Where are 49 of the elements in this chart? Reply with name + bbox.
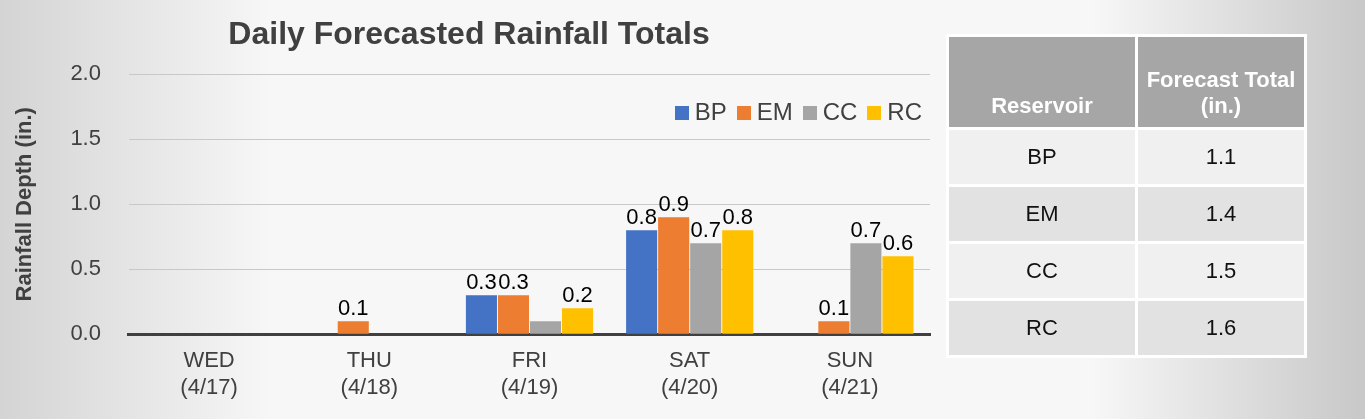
bar: [562, 308, 594, 334]
category-label: CC: [949, 244, 1135, 298]
category-label: BP: [949, 130, 1135, 184]
y-tick-label: 1.5: [70, 125, 101, 151]
data-label: 0.6: [882, 230, 914, 256]
bar: [465, 295, 497, 334]
x-tick-label: WED (4/17): [180, 347, 238, 399]
bar: [658, 217, 690, 334]
data-label: 0.7: [690, 217, 722, 243]
y-tick-label: 0.5: [70, 255, 101, 281]
x-tick-label: SAT (4/20): [660, 347, 719, 399]
data-label: 0.3: [498, 269, 529, 295]
data-label: 1.4: [1138, 187, 1304, 241]
data-label: 0.9: [658, 191, 689, 217]
text: Reservoir: [949, 37, 1135, 127]
category-label: EM: [949, 187, 1135, 241]
legend-label: BP: [693, 98, 727, 126]
legend-label: EM: [755, 98, 793, 126]
y-tick-label: 1.0: [70, 190, 101, 216]
bar: [882, 256, 914, 334]
x-tick-label: FRI (4/19): [500, 347, 559, 399]
data-label: 0.7: [850, 217, 882, 243]
bar: [626, 230, 658, 334]
category-label: RC: [949, 301, 1135, 355]
bar: [529, 321, 562, 334]
bar: [690, 243, 722, 334]
data-label: 0.1: [337, 295, 369, 321]
data-label: 0.8: [722, 204, 754, 230]
text: Forecast Total (in.): [1138, 37, 1304, 127]
chart-title: Daily Forecasted Rainfall Totals: [228, 15, 710, 52]
bar: [850, 243, 882, 334]
bar: [722, 230, 754, 334]
bar: [337, 321, 369, 334]
y-axis-title: Rainfall Depth (in.): [11, 107, 37, 302]
data-label: 0.8: [626, 204, 657, 230]
data-label: 0.3: [466, 269, 497, 295]
y-tick-label: 2.0: [70, 60, 101, 86]
data-label: 0.1: [818, 295, 850, 321]
x-tick-label: SUN (4/21): [821, 347, 879, 399]
y-tick-label: 0.0: [70, 320, 101, 346]
legend-label: CC: [821, 98, 858, 126]
data-label: 1.1: [1138, 130, 1304, 184]
data-label: 0.2: [562, 282, 593, 308]
bar: [818, 321, 850, 334]
x-tick-label: THU (4/18): [340, 347, 399, 399]
legend-label: RC: [886, 98, 922, 126]
data-label: 1.5: [1138, 244, 1304, 298]
bar: [497, 295, 530, 334]
data-label: 1.6: [1138, 301, 1304, 355]
